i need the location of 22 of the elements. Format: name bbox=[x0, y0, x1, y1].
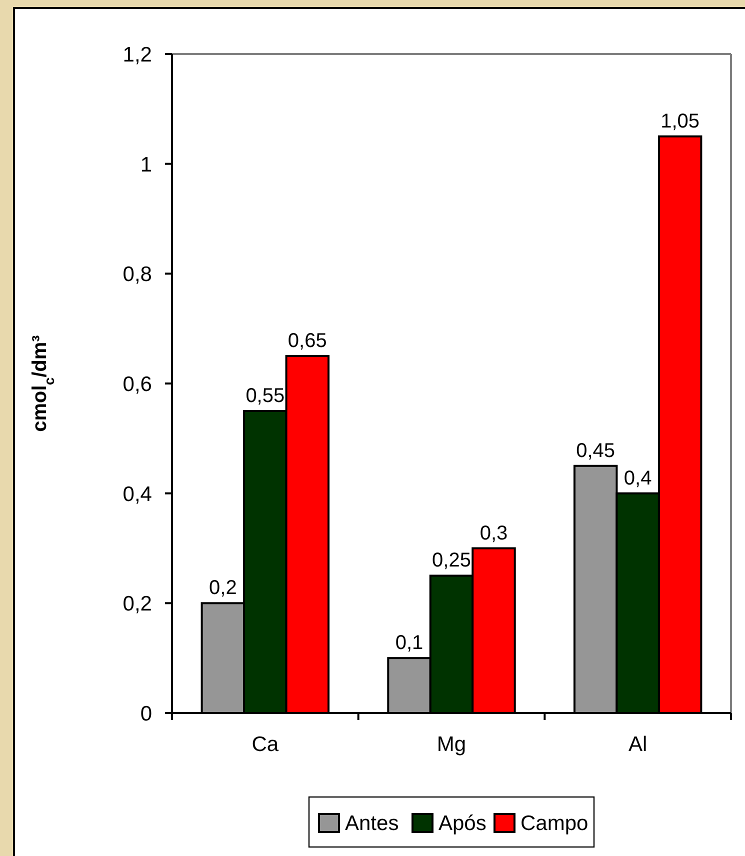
data-label: 0,1 bbox=[395, 632, 424, 654]
y-tick-label: 1,2 bbox=[122, 44, 152, 67]
legend-label: Campo bbox=[520, 812, 588, 835]
y-tick-label: 0,6 bbox=[122, 373, 152, 396]
data-label: 0,4 bbox=[624, 467, 652, 490]
x-tick-label: Ca bbox=[252, 733, 279, 756]
y-tick-label: 0 bbox=[140, 702, 152, 726]
data-label: 1,05 bbox=[660, 110, 700, 132]
data-label: 0,65 bbox=[288, 330, 327, 352]
data-label: 0,3 bbox=[480, 522, 508, 544]
data-label: 0,55 bbox=[246, 384, 285, 407]
data-label: 0,2 bbox=[209, 577, 237, 600]
x-tick-label: Mg bbox=[436, 733, 466, 756]
x-tick-label: Al bbox=[628, 733, 648, 756]
y-tick-label: 0,8 bbox=[122, 263, 152, 286]
legend-label: Após bbox=[438, 812, 486, 835]
y-tick-label: 0,2 bbox=[122, 592, 152, 616]
data-label: 0,45 bbox=[576, 440, 616, 462]
data-label: 0,25 bbox=[432, 550, 471, 572]
y-tick-label: 1 bbox=[140, 153, 152, 176]
y-tick-label: 0,4 bbox=[122, 482, 152, 506]
legend-label: Antes bbox=[345, 812, 399, 835]
